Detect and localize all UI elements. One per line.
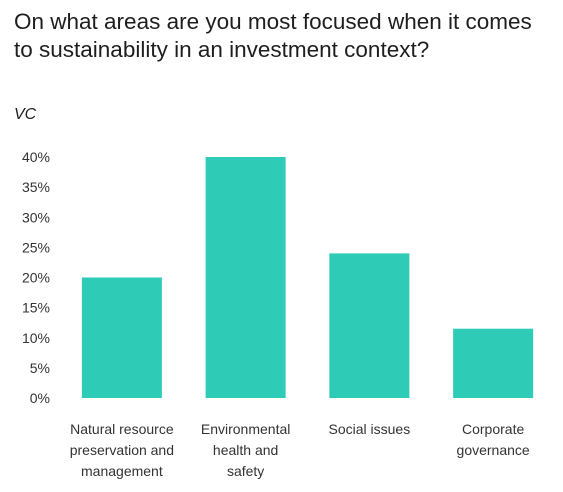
y-tick-label: 0% (30, 390, 50, 406)
x-category-label: Corporate governance (457, 421, 530, 458)
bar (81, 277, 162, 398)
y-tick-label: 40% (22, 149, 50, 165)
chart-title: On what areas are you most focused when … (14, 9, 532, 62)
y-tick-label: 15% (22, 300, 50, 316)
bar (453, 328, 534, 398)
x-category-label: Natural resource preservation and manageme… (70, 421, 174, 479)
y-tick-label: 30% (22, 209, 50, 225)
y-tick-label: 20% (22, 270, 50, 286)
y-tick-label: 25% (22, 239, 50, 255)
y-tick-label: 5% (30, 360, 50, 376)
y-tick-label: 10% (22, 330, 50, 346)
chart-subtitle: VC (14, 106, 37, 123)
bar (329, 253, 410, 398)
bar (205, 157, 286, 398)
y-tick-label: 35% (22, 179, 50, 195)
x-category-label: Environmental health and safety (201, 421, 291, 479)
x-category-label: Social issues (329, 421, 411, 437)
